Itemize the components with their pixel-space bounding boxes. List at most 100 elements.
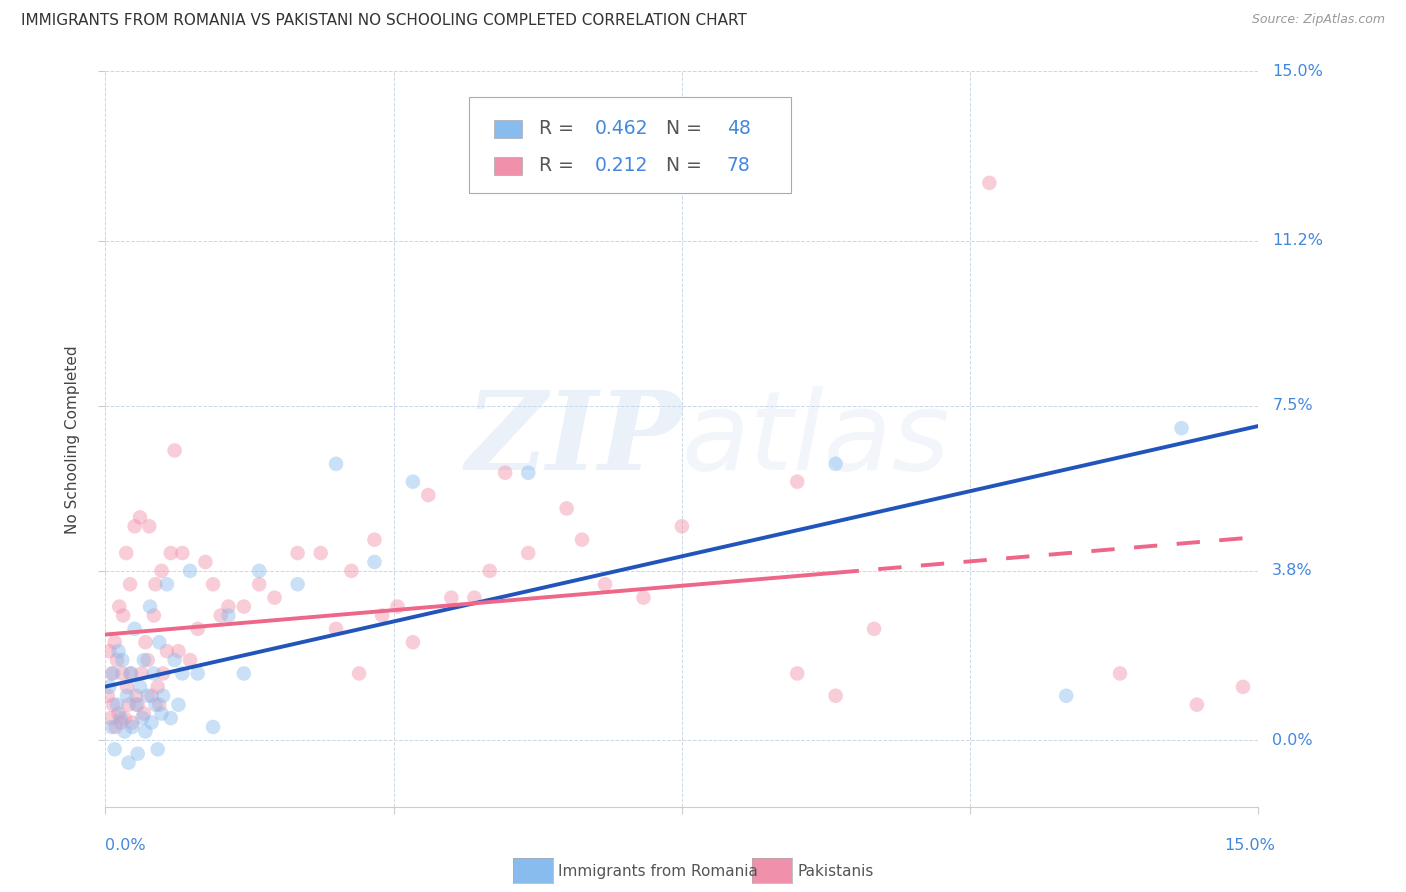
Point <box>593 577 616 591</box>
Point <box>111 666 134 681</box>
Text: 7.5%: 7.5% <box>1272 399 1313 413</box>
Point <box>979 176 1001 190</box>
Point <box>209 608 232 623</box>
Point <box>115 680 138 694</box>
Point <box>217 599 239 614</box>
Point <box>363 533 385 547</box>
Point <box>146 680 169 694</box>
Point <box>118 577 141 591</box>
Point <box>107 644 129 658</box>
Text: N =: N = <box>654 156 709 176</box>
Point <box>824 457 846 471</box>
Point <box>786 666 808 681</box>
Point <box>100 720 122 734</box>
Point <box>141 715 163 730</box>
Point <box>117 756 139 770</box>
Point <box>340 564 363 578</box>
Point <box>1054 689 1077 703</box>
Text: 15.0%: 15.0% <box>1272 64 1323 78</box>
Text: N =: N = <box>654 120 709 138</box>
Point <box>104 635 127 649</box>
Text: Immigrants from Romania: Immigrants from Romania <box>558 864 758 879</box>
Point <box>115 689 138 703</box>
Point <box>1232 680 1254 694</box>
Point <box>142 608 165 623</box>
Point <box>402 475 425 489</box>
Point <box>263 591 285 605</box>
Text: 11.2%: 11.2% <box>1272 234 1323 248</box>
Point <box>101 666 124 681</box>
Text: R =: R = <box>538 120 579 138</box>
Point <box>671 519 693 533</box>
Point <box>156 644 179 658</box>
Point <box>517 466 540 480</box>
Point <box>440 591 463 605</box>
Point <box>187 622 209 636</box>
Point <box>387 599 409 614</box>
Point <box>97 689 120 703</box>
Point <box>101 698 124 712</box>
Point <box>172 546 194 560</box>
Point <box>120 666 142 681</box>
Point <box>100 711 122 725</box>
Point <box>127 747 149 761</box>
Point <box>194 555 217 569</box>
Point <box>232 666 254 681</box>
Point <box>105 653 128 667</box>
Point <box>121 720 143 734</box>
Text: 15.0%: 15.0% <box>1225 838 1275 853</box>
Text: 78: 78 <box>727 156 751 176</box>
Point <box>325 622 347 636</box>
Point <box>202 720 225 734</box>
Text: Pakistanis: Pakistanis <box>797 864 873 879</box>
Point <box>108 599 131 614</box>
Text: ZIP: ZIP <box>465 385 682 493</box>
Point <box>247 577 270 591</box>
Point <box>111 653 134 667</box>
Point <box>124 519 146 533</box>
Point <box>125 689 148 703</box>
Point <box>571 533 593 547</box>
Point <box>172 666 194 681</box>
Text: 48: 48 <box>727 120 751 138</box>
Point <box>134 635 156 649</box>
Point <box>1185 698 1208 712</box>
Point <box>478 564 501 578</box>
Point <box>145 698 167 712</box>
Text: 3.8%: 3.8% <box>1272 564 1313 578</box>
Point <box>104 742 127 756</box>
Point <box>114 724 136 739</box>
Point <box>141 689 163 703</box>
Point <box>142 666 165 681</box>
Point <box>247 564 270 578</box>
Point <box>131 711 153 725</box>
Point <box>163 653 186 667</box>
Point <box>115 546 138 560</box>
Text: IMMIGRANTS FROM ROMANIA VS PAKISTANI NO SCHOOLING COMPLETED CORRELATION CHART: IMMIGRANTS FROM ROMANIA VS PAKISTANI NO … <box>21 13 747 29</box>
Point <box>786 475 808 489</box>
FancyBboxPatch shape <box>494 157 522 175</box>
Point <box>121 715 143 730</box>
Point <box>127 698 149 712</box>
Point <box>325 457 347 471</box>
Point <box>136 653 159 667</box>
Point <box>125 698 148 712</box>
Point <box>633 591 655 605</box>
Point <box>232 599 254 614</box>
Point <box>309 546 332 560</box>
Point <box>148 635 170 649</box>
Point <box>150 564 173 578</box>
Point <box>117 698 139 712</box>
Point <box>124 622 146 636</box>
Point <box>217 608 239 623</box>
Text: R =: R = <box>538 156 579 176</box>
Point <box>104 720 127 734</box>
Point <box>463 591 485 605</box>
Point <box>156 577 179 591</box>
Point <box>107 706 129 721</box>
Text: 0.0%: 0.0% <box>105 838 146 853</box>
Point <box>287 546 309 560</box>
Point <box>110 711 132 725</box>
Point <box>202 577 225 591</box>
Point <box>145 577 167 591</box>
